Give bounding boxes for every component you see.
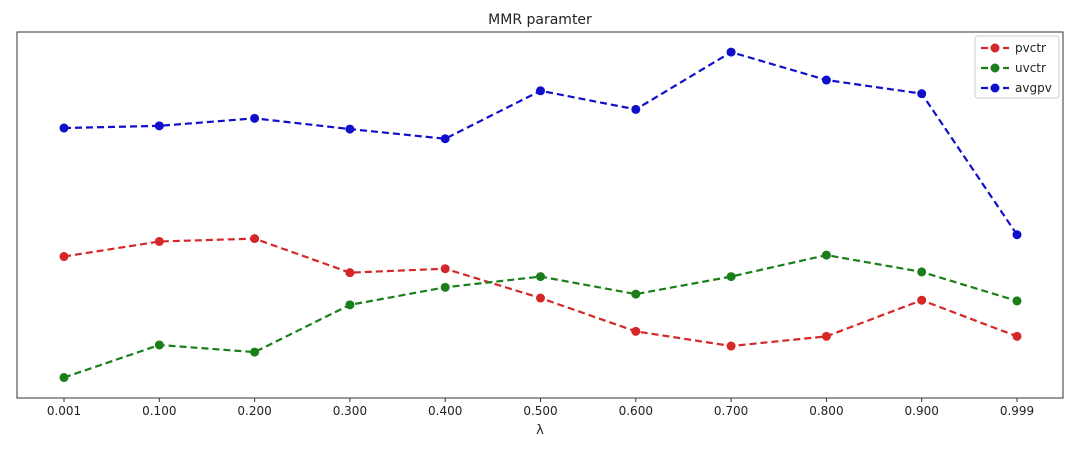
data-point-uvctr	[1012, 296, 1022, 306]
data-point-pvctr	[1012, 331, 1022, 341]
data-point-uvctr	[821, 250, 831, 260]
data-point-uvctr	[59, 373, 69, 383]
data-point-uvctr	[345, 300, 355, 310]
data-point-uvctr	[536, 272, 545, 282]
data-point-avgpv	[154, 121, 164, 131]
x-axis: 0.001 0.100 0.200 0.300 0.400 0.500 0.600 0.700…	[47, 398, 1034, 418]
data-point-pvctr	[821, 331, 831, 341]
data-point-pvctr	[917, 295, 927, 305]
data-point-avgpv	[631, 104, 641, 114]
data-point-uvctr	[726, 272, 736, 282]
chart-title: MMR paramter	[488, 12, 592, 28]
legend-label-uvctr: uvctr	[1015, 61, 1046, 75]
x-tick-label: 0.900	[905, 404, 939, 418]
x-tick-label: 0.100	[142, 404, 176, 418]
data-point-avgpv	[440, 134, 450, 144]
data-point-avgpv	[536, 86, 545, 96]
data-point-avgpv	[821, 75, 831, 85]
x-tick-label: 0.001	[47, 404, 81, 418]
data-point-uvctr	[631, 289, 641, 299]
data-point-uvctr	[250, 347, 260, 357]
data-point-pvctr	[726, 341, 736, 351]
series-line-pvctr	[63, 237, 1018, 348]
data-point-avgpv	[726, 47, 736, 57]
data-point-uvctr	[154, 340, 164, 350]
x-tick-label: 0.600	[619, 404, 653, 418]
legend-label-avgpv: avgpv	[1015, 81, 1052, 95]
data-point-pvctr	[631, 326, 641, 336]
x-axis-label: λ	[536, 423, 544, 438]
series-pvctr	[59, 234, 1022, 351]
series-uvctr	[59, 250, 1022, 383]
data-point-avgpv	[917, 89, 927, 99]
series-layer	[59, 47, 1022, 383]
data-point-uvctr	[440, 282, 450, 292]
x-tick-label: 0.200	[237, 404, 271, 418]
x-tick-label: 0.500	[523, 404, 557, 418]
data-point-pvctr	[345, 268, 355, 278]
x-tick-label: 0.800	[809, 404, 843, 418]
legend: pvctr uvctr avgpv	[974, 35, 1060, 99]
data-point-pvctr	[440, 264, 450, 274]
data-point-pvctr	[536, 293, 545, 303]
data-point-pvctr	[250, 234, 260, 244]
data-point-pvctr	[59, 252, 69, 262]
legend-marker-pvctr	[990, 43, 1000, 53]
data-point-uvctr	[917, 267, 927, 277]
series-line-avgpv	[63, 50, 1018, 236]
x-tick-label: 0.999	[1000, 404, 1034, 418]
x-tick-label: 0.400	[428, 404, 462, 418]
legend-label-pvctr: pvctr	[1015, 41, 1046, 55]
series-avgpv	[59, 47, 1022, 240]
x-tick-label: 0.300	[333, 404, 367, 418]
data-point-avgpv	[59, 123, 69, 133]
data-point-avgpv	[250, 113, 260, 123]
data-point-pvctr	[154, 236, 164, 246]
legend-marker-uvctr	[990, 63, 1000, 73]
x-tick-label: 0.700	[714, 404, 748, 418]
legend-marker-avgpv	[990, 83, 1000, 93]
data-point-avgpv	[345, 124, 355, 134]
data-point-avgpv	[1012, 230, 1022, 240]
